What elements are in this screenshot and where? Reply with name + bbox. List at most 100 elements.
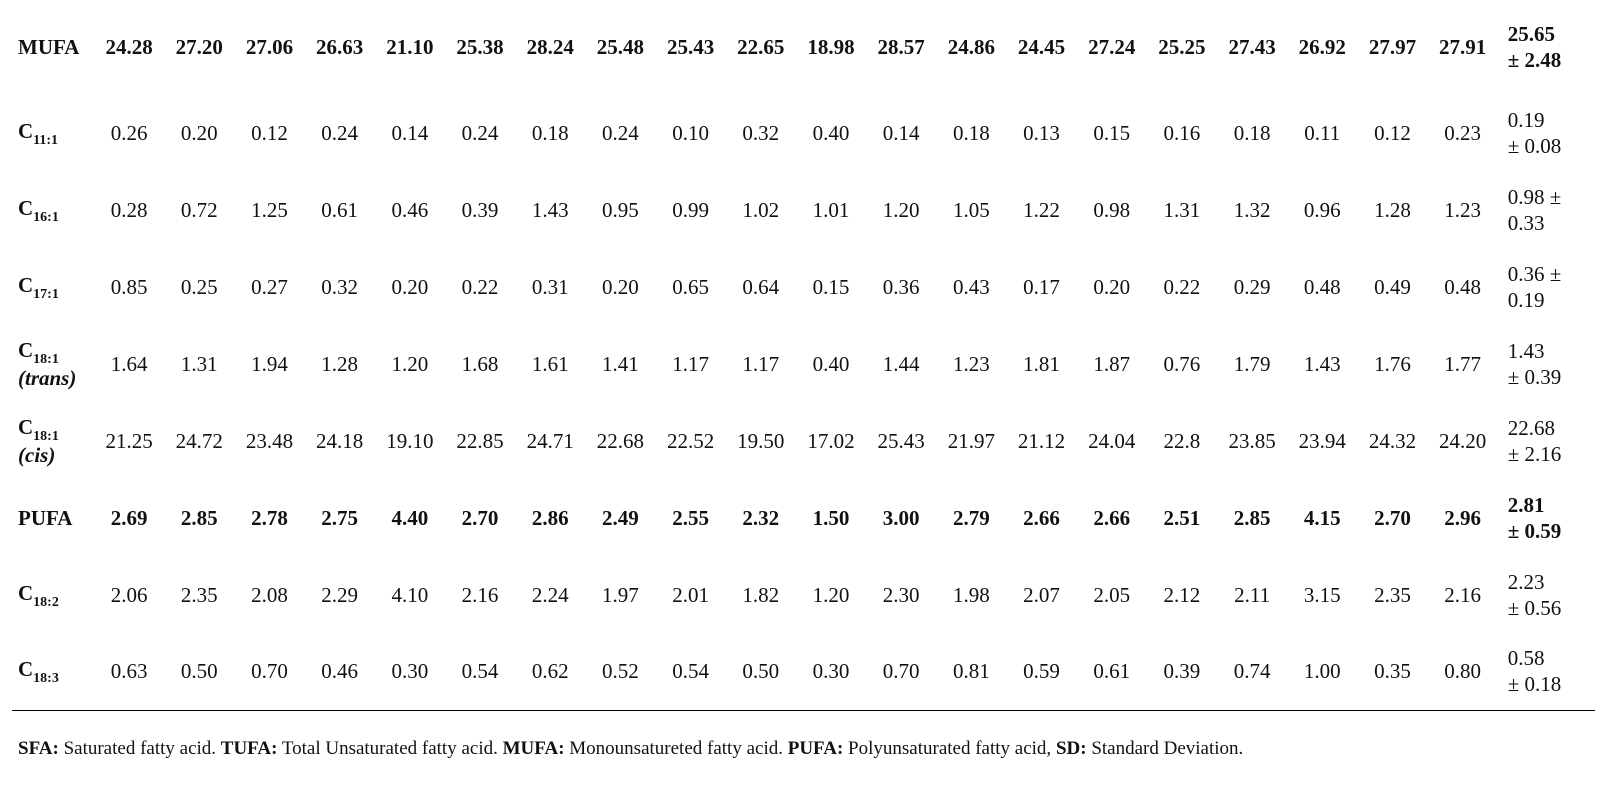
footnote-abbreviation: SD: xyxy=(1055,738,1087,759)
mean-sd-cell: 2.23 ± 0.56 xyxy=(1498,556,1595,633)
table-cell: 0.99 xyxy=(672,197,709,222)
table-cell: 0.22 xyxy=(1163,274,1201,299)
table-row: C18:1 (trans) 1.64 1.31 1.94 1.28 1.20 1.68 1.61… xyxy=(12,325,1595,402)
table-cell: 0.18 xyxy=(952,120,990,145)
mean-value: 1.43 xyxy=(1507,338,1545,363)
table-cell: 0.32 xyxy=(321,274,359,299)
table-cell: 4.15 xyxy=(1303,505,1341,530)
table-cell: 27.20 xyxy=(175,35,223,59)
table-cell: 25.25 xyxy=(1158,35,1206,59)
table-cell: 0.63 xyxy=(94,633,165,711)
table-cell: 21.25 xyxy=(105,428,153,453)
table-cell: 22.85 xyxy=(456,428,504,453)
table-cell: 1.77 xyxy=(1444,351,1482,376)
table-cell: 0.59 xyxy=(1006,633,1077,711)
mean-value: 22.68 xyxy=(1507,415,1555,440)
table-cell: 0.40 xyxy=(812,351,850,376)
table-cell: 1.50 xyxy=(812,505,850,530)
table-cell: 19.10 xyxy=(386,428,434,453)
table-cell: 2.96 xyxy=(1444,505,1482,530)
table-cell: 24.71 xyxy=(526,428,574,453)
table-cell: 2.11 xyxy=(1234,582,1271,607)
table-cell: 1.23 xyxy=(1444,197,1482,222)
table-cell: 0.24 xyxy=(461,120,499,145)
mean-value: 25.65 xyxy=(1507,22,1555,46)
table-cell: 4.40 xyxy=(391,505,429,530)
table-cell: 1.20 xyxy=(882,197,920,222)
table-cell: 2.75 xyxy=(321,505,359,530)
table-cell: 2.66 xyxy=(1023,505,1060,530)
table-cell: 0.20 xyxy=(180,120,218,145)
sd-value: ± 0.56 xyxy=(1507,595,1562,620)
table-cell: 2.16 xyxy=(1444,582,1482,607)
table-cell: 2.08 xyxy=(251,582,288,607)
mean-sd-cell: 0.58 ± 0.18 xyxy=(1497,633,1595,711)
mean-sd-cell: 2.81 ± 0.59 xyxy=(1498,479,1595,556)
footnote-abbreviation: TUFA: xyxy=(220,738,278,759)
table-cell: 2.12 xyxy=(1163,582,1201,607)
mean-value: 2.23 xyxy=(1507,569,1545,594)
table-cell: 0.24 xyxy=(602,120,639,145)
table-footnote: SFA: Saturated fatty acid. TUFA: Total U… xyxy=(18,736,1586,762)
table-cell: 21.97 xyxy=(947,428,995,453)
table-cell: 26.92 xyxy=(1298,35,1346,59)
row-label-subscript: 18:2 xyxy=(33,594,59,610)
table-cell: 27.24 xyxy=(1088,35,1136,59)
table-cell: 1.31 xyxy=(180,351,218,376)
table-cell: 0.70 xyxy=(866,633,937,711)
table-cell: 2.70 xyxy=(1374,505,1411,530)
mean-sd-cell: 22.68 ± 2.16 xyxy=(1498,402,1595,479)
table-body: MUFA 24.28 27.20 27.06 26.63 21.10 25.38 28.24 2… xyxy=(12,0,1595,711)
table-cell: 0.28 xyxy=(110,197,148,222)
table-cell: 22.52 xyxy=(666,428,715,453)
table-cell: 25.48 xyxy=(596,35,645,59)
table-cell: 22.65 xyxy=(737,35,785,59)
mean-sd-cell: 0.98 ±0.33 xyxy=(1498,171,1595,248)
table-cell: 1.17 xyxy=(742,351,780,376)
mean-sd-cell: 25.65 ± 2.48 xyxy=(1498,0,1595,94)
table-cell: 2.66 xyxy=(1093,505,1131,530)
table-cell: 0.20 xyxy=(602,274,639,299)
footnote-definition: Polyunsaturated fatty acid, xyxy=(843,738,1056,759)
table-cell: 0.64 xyxy=(742,274,780,299)
row-label: C17:1 xyxy=(18,272,59,302)
footnote-abbreviation: PUFA: xyxy=(787,738,844,759)
table-cell: 24.72 xyxy=(175,428,223,453)
table-cell: 0.35 xyxy=(1357,633,1428,711)
footnote-definition: Total Unsaturated fatty acid. xyxy=(277,738,503,759)
table-cell: 1.25 xyxy=(251,197,288,222)
table-cell: 23.48 xyxy=(245,428,294,453)
table-cell: 2.85 xyxy=(180,505,218,530)
row-label: C18:2 xyxy=(18,580,59,610)
table-cell: 28.57 xyxy=(877,35,925,59)
table-cell: 1.44 xyxy=(882,351,920,376)
table-cell: 0.30 xyxy=(374,633,445,711)
table-cell: 2.05 xyxy=(1093,582,1131,607)
table-cell: 0.48 xyxy=(1303,274,1341,299)
mean-sd-cell: 1.43 ± 0.39 xyxy=(1498,325,1595,402)
footnote-abbreviation: MUFA: xyxy=(502,738,565,759)
table-cell: 1.82 xyxy=(742,582,780,607)
table-cell: 0.18 xyxy=(1233,120,1271,145)
table-cell: 21.10 xyxy=(386,35,434,59)
table-cell: 23.94 xyxy=(1298,428,1346,453)
table-cell: 1.98 xyxy=(952,582,990,607)
table-cell: 1.23 xyxy=(952,351,990,376)
table-cell: 0.52 xyxy=(585,633,656,711)
table-cell: 0.12 xyxy=(1374,120,1411,145)
mean-value: 0.58 xyxy=(1507,646,1545,671)
mean-value: 0.36 ± xyxy=(1507,261,1562,286)
footnote-definition: Standard Deviation. xyxy=(1086,738,1244,759)
table-cell: 2.32 xyxy=(742,505,780,530)
table-cell: 0.46 xyxy=(304,633,375,711)
table-cell: 0.43 xyxy=(952,274,990,299)
table-cell: 27.91 xyxy=(1439,35,1487,59)
table-cell: 0.31 xyxy=(531,274,569,299)
table-cell: 2.55 xyxy=(672,505,709,530)
table-cell: 21.12 xyxy=(1017,428,1066,453)
table-row: C18:2 2.06 2.35 2.08 2.29 4.10 2.16 2.24 1.97 2.0… xyxy=(12,556,1595,633)
fatty-acid-table: MUFA 24.28 27.20 27.06 26.63 21.10 25.38 28.24 2… xyxy=(12,0,1595,711)
mean-sd-cell: 0.36 ±0.19 xyxy=(1498,248,1595,325)
row-label: PUFA xyxy=(18,505,73,530)
